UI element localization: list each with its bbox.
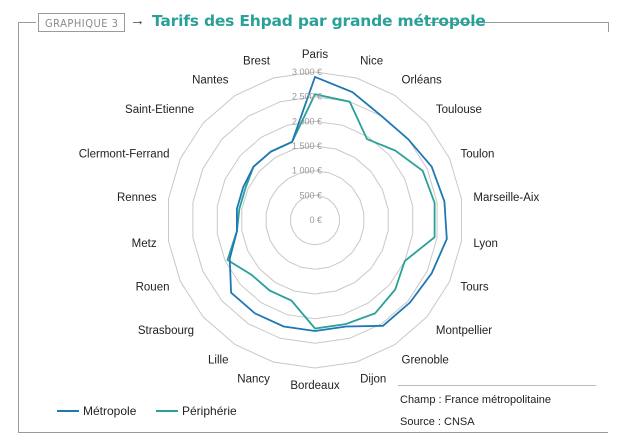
note-source: Source : CNSA (400, 416, 475, 428)
category-label: Grenoble (402, 355, 449, 367)
frame-line-top-left (18, 22, 36, 23)
category-label: Saint-Etienne (125, 104, 194, 116)
legend-label-metropole: Métropole (83, 404, 137, 418)
category-label: Toulouse (436, 104, 482, 116)
category-label: Nice (360, 56, 383, 68)
category-label: Toulon (461, 149, 495, 161)
radar-series (226, 75, 448, 332)
category-label: Nancy (237, 374, 270, 386)
radial-tick-label: 2 500 € (292, 92, 322, 102)
category-label: Lyon (473, 238, 498, 250)
radial-ticks: 0 € 500 € 1 000 € 1 500 € 2 000 € 2 500 € 3 00… (292, 67, 322, 225)
arrow-icon: → (130, 12, 145, 29)
category-label: Orléans (402, 74, 443, 86)
category-label: Lille (208, 355, 228, 367)
radial-tick-label: 500 € (299, 190, 322, 200)
category-label: Marseille-Aix (473, 192, 539, 204)
series-line-peripherie (226, 93, 436, 330)
category-label: Rouen (136, 282, 170, 294)
grid-ring-5 (192, 96, 438, 344)
legend-label-peripherie: Périphérie (182, 404, 237, 418)
category-label: Paris (302, 49, 328, 61)
frame-line-right (608, 22, 609, 32)
frame-line-left (18, 22, 19, 432)
category-label: Dijon (360, 374, 386, 386)
frame-line-bottom (18, 432, 608, 433)
radial-tick-label: 1 000 € (292, 166, 322, 176)
radial-tick-label: 2 000 € (292, 116, 322, 126)
frame-line-top-right (430, 22, 608, 23)
figure-badge: GRAPHIQUE 3 (38, 13, 126, 32)
radial-tick-label: 3 000 € (292, 67, 322, 77)
series-line-metropole (228, 75, 448, 332)
radial-tick-label: 0 € (309, 215, 322, 225)
legend-item-metropole: Métropole (57, 404, 136, 418)
category-label: Clermont-Ferrand (79, 149, 170, 161)
category-label: Brest (243, 56, 271, 68)
category-label: Bordeaux (290, 380, 339, 392)
radar-grid (168, 71, 462, 369)
notes-divider (398, 385, 596, 386)
grid-ring-3 (241, 145, 389, 295)
category-label: Tours (461, 282, 489, 294)
legend-swatch-peripherie (156, 410, 178, 412)
category-label: Strasbourg (138, 325, 194, 337)
grid-ring-4 (216, 120, 414, 320)
radial-tick-label: 1 500 € (292, 141, 322, 151)
legend-item-peripherie: Périphérie (156, 404, 237, 418)
grid-ring-1 (290, 194, 340, 246)
category-label: Montpellier (436, 325, 492, 337)
legend-swatch-metropole (57, 410, 79, 412)
category-label: Nantes (192, 74, 229, 86)
grid-ring-6 (168, 71, 462, 369)
category-labels: Paris Nice Orléans Toulouse Toulon Marseille-… (79, 49, 540, 392)
category-label: Rennes (117, 192, 157, 204)
note-champ: Champ : France métropolitaine (400, 394, 552, 406)
chart-title: Tarifs des Ehpad par grande métropole (152, 12, 486, 30)
grid-ring-2 (265, 170, 365, 270)
category-label: Metz (132, 238, 157, 250)
